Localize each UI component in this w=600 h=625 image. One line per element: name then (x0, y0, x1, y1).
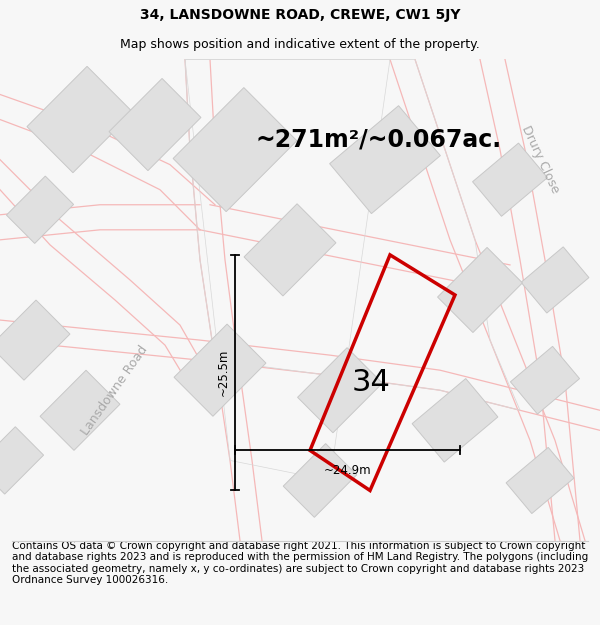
Polygon shape (0, 427, 44, 494)
Polygon shape (40, 370, 120, 451)
Text: ~24.9m: ~24.9m (323, 464, 371, 477)
Polygon shape (109, 79, 201, 171)
Polygon shape (0, 300, 70, 380)
Text: Drury Close: Drury Close (518, 124, 562, 196)
Polygon shape (7, 176, 74, 244)
Polygon shape (511, 346, 580, 414)
Polygon shape (27, 66, 133, 173)
Text: Lansdowne Road: Lansdowne Road (79, 343, 151, 437)
Polygon shape (437, 248, 523, 332)
Text: ~271m²/~0.067ac.: ~271m²/~0.067ac. (255, 127, 501, 152)
Polygon shape (173, 88, 297, 212)
Polygon shape (298, 348, 382, 432)
Polygon shape (473, 143, 547, 216)
Polygon shape (412, 379, 498, 462)
Polygon shape (174, 324, 266, 416)
Text: Contains OS data © Crown copyright and database right 2021. This information is : Contains OS data © Crown copyright and d… (12, 541, 588, 586)
Polygon shape (521, 247, 589, 313)
Text: ~25.5m: ~25.5m (217, 349, 229, 396)
Polygon shape (283, 444, 357, 518)
Text: 34: 34 (352, 368, 391, 398)
Polygon shape (329, 106, 440, 214)
Polygon shape (244, 204, 336, 296)
Text: Map shows position and indicative extent of the property.: Map shows position and indicative extent… (120, 38, 480, 51)
Polygon shape (506, 448, 574, 514)
Text: 34, LANSDOWNE ROAD, CREWE, CW1 5JY: 34, LANSDOWNE ROAD, CREWE, CW1 5JY (140, 8, 460, 22)
